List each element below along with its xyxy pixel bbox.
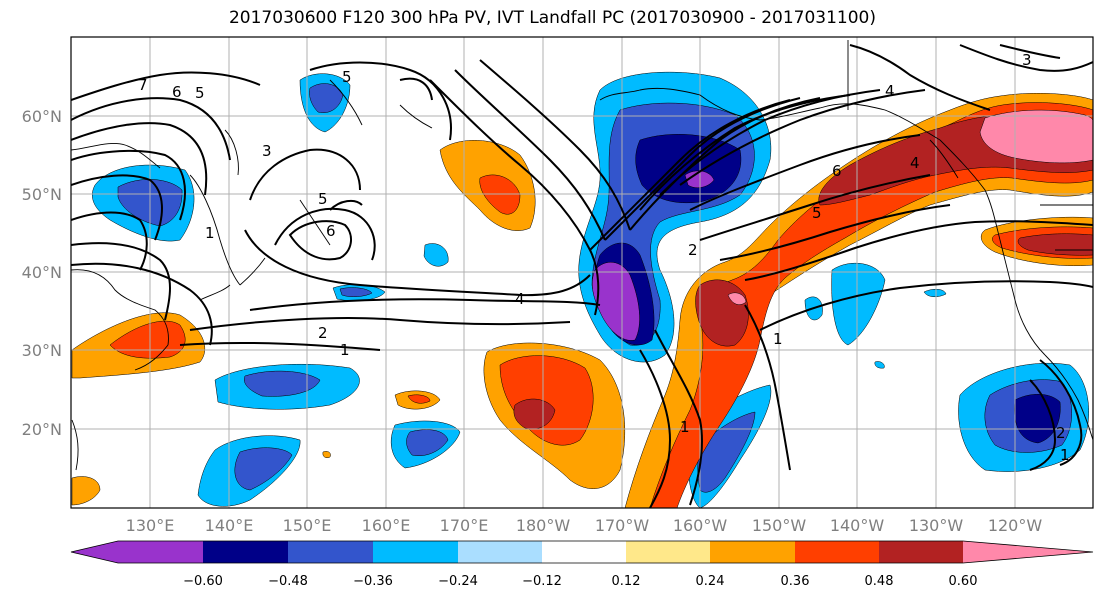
latitude-labels: 60°N 50°N 40°N 30°N 20°N <box>22 107 62 439</box>
ivt-shade-region <box>979 109 1093 164</box>
contour-label: 4 <box>515 290 525 308</box>
colorbar-extend-left <box>71 541 118 563</box>
lat-label: 50°N <box>22 185 62 204</box>
colorbar-swatch <box>710 541 795 563</box>
ivt-shade-region <box>727 292 747 305</box>
ivt-shade-region <box>309 83 344 113</box>
colorbar-tick: −0.36 <box>353 574 393 589</box>
lon-label: 180°W <box>516 516 571 535</box>
colorbar-swatch <box>203 541 288 563</box>
ivt-shade-region <box>1014 394 1061 444</box>
contour-label: 5 <box>195 84 205 102</box>
colorbar-tick: −0.12 <box>522 574 562 589</box>
lon-label: 130°W <box>909 516 964 535</box>
graticule <box>71 37 1093 508</box>
colorbar: −0.60 −0.48 −0.36 −0.24 −0.12 0.12 0.24 … <box>70 540 1094 589</box>
colorbar-tick: 0.36 <box>781 574 810 589</box>
longitude-labels: 130°E 140°E 150°E 160°E 170°E 180°W 170°… <box>126 516 1043 535</box>
contour-label: 6 <box>832 162 842 180</box>
colorbar-tick: −0.60 <box>183 574 223 589</box>
colorbar-extend-right <box>963 541 1093 563</box>
lon-label: 140°W <box>830 516 885 535</box>
ivt-shade-region <box>831 263 886 346</box>
lon-label: 170°W <box>595 516 650 535</box>
contour-label: 1 <box>205 224 215 242</box>
contour-label: 7 <box>138 76 148 94</box>
contour-label: 2 <box>688 241 698 259</box>
lon-label: 140°E <box>205 516 254 535</box>
ivt-shade-region <box>874 361 885 369</box>
lat-label: 30°N <box>22 341 62 360</box>
ivt-shade-region <box>71 476 101 506</box>
map-frame <box>70 36 1094 509</box>
contour-label: 1 <box>773 330 783 348</box>
contour-label: 1 <box>1060 446 1070 464</box>
lon-label: 170°E <box>440 516 489 535</box>
lon-label: 150°W <box>752 516 807 535</box>
contour-label: 1 <box>340 341 350 359</box>
contour-label: 2 <box>318 324 328 342</box>
pv-contours <box>71 44 1093 508</box>
colorbar-tick: −0.48 <box>268 574 308 589</box>
lat-label: 20°N <box>22 420 62 439</box>
colorbar-swatch <box>879 541 963 563</box>
contour-label: 5 <box>812 204 822 222</box>
colorbar-tick: 0.48 <box>865 574 894 589</box>
colorbar-swatch <box>118 541 203 563</box>
lon-label: 120°W <box>988 516 1043 535</box>
ivt-shade-region <box>406 429 449 456</box>
contour-label: 3 <box>262 142 272 160</box>
colorbar-swatch <box>795 541 879 563</box>
coastlines <box>71 40 1093 471</box>
ivt-shade-region <box>479 174 521 215</box>
colorbar-swatch <box>458 541 542 563</box>
lon-label: 160°W <box>673 516 728 535</box>
ivt-shade-region <box>322 451 331 459</box>
colorbar-swatch <box>373 541 458 563</box>
contour-label: 6 <box>326 222 336 240</box>
lat-label: 60°N <box>22 107 62 126</box>
contour-label: 5 <box>318 190 328 208</box>
contour-label: 5 <box>342 68 352 86</box>
ivt-shade-region <box>244 370 321 397</box>
contour-label: 3 <box>1022 51 1032 69</box>
colorbar-tick: 0.12 <box>612 574 641 589</box>
lon-label: 160°E <box>362 516 411 535</box>
contour-label: 1 <box>680 418 690 436</box>
contour-label: 6 <box>172 83 182 101</box>
lon-label: 130°E <box>126 516 175 535</box>
map-plot-area <box>71 37 1093 508</box>
ivt-shade-region <box>407 394 431 404</box>
ivt-shade-region <box>423 243 449 267</box>
colorbar-swatch <box>626 541 710 563</box>
ivt-shade-region <box>339 287 373 297</box>
colorbar-tick: −0.24 <box>438 574 478 589</box>
ivt-shade-region <box>923 289 947 297</box>
contour-label: 2 <box>1056 424 1066 442</box>
ivt-shade-region <box>513 398 556 430</box>
lat-label: 40°N <box>22 263 62 282</box>
lon-label: 150°E <box>283 516 332 535</box>
contour-labels: 7 6 5 5 3 1 5 6 4 2 1 2 4 6 5 1 1 2 1 3 … <box>138 51 1070 464</box>
colorbar-tick: 0.60 <box>949 574 978 589</box>
colorbar-swatch <box>288 541 373 563</box>
contour-label: 4 <box>885 82 895 100</box>
colorbar-tick: 0.24 <box>696 574 725 589</box>
map-title: 2017030600 F120 300 hPa PV, IVT Landfall… <box>228 8 876 28</box>
ivt-shade-region <box>109 320 186 359</box>
colorbar-swatch <box>542 541 626 563</box>
ivt-shade-region <box>234 447 293 491</box>
contour-label: 4 <box>910 154 920 172</box>
colorbar-outline <box>70 540 1094 564</box>
